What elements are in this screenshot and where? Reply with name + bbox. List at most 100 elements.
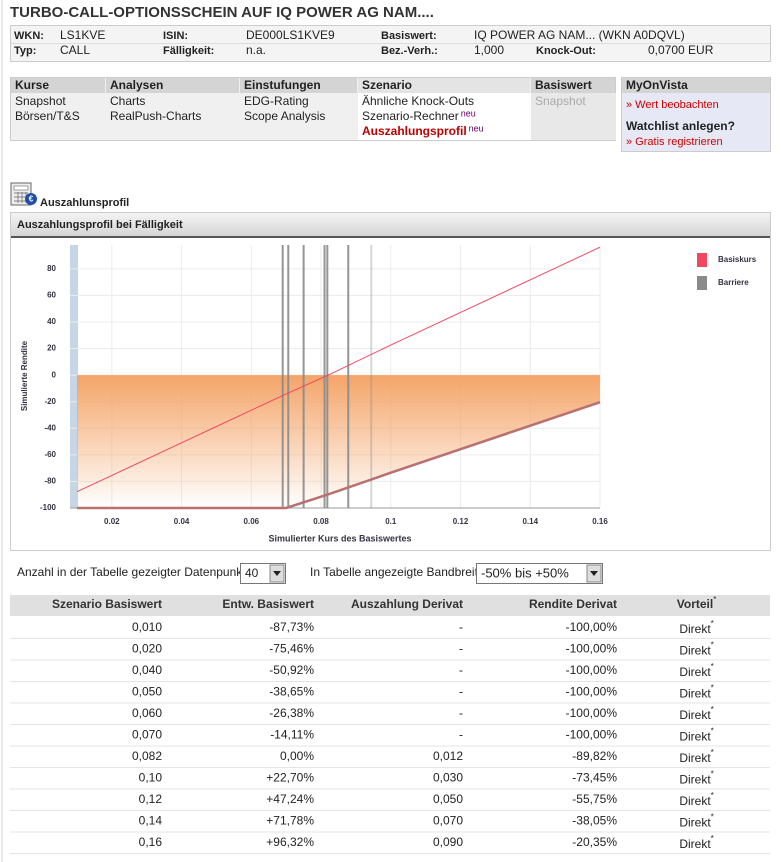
table-cell: -38,65% [269, 684, 314, 698]
calculator-icon: € [10, 182, 37, 206]
myonvista-title: MyOnVista [626, 78, 688, 92]
nav-header [106, 78, 239, 93]
table-cell: -100,00% [566, 706, 618, 720]
nav-link[interactable]: Szenario-Rechner [362, 109, 459, 123]
note-mark: * [711, 812, 714, 821]
info-value: IQ POWER AG NAM... (WKN A0DQVL) [474, 28, 685, 42]
note-mark: * [711, 726, 714, 735]
nav-header [240, 78, 357, 93]
nav-title: Szenario [362, 78, 412, 92]
note-mark: * [711, 619, 714, 628]
nav-title: Kurse [15, 78, 49, 92]
table-header [10, 595, 770, 616]
info-label: Fälligkeit: [163, 45, 214, 57]
series-line [76, 246, 601, 493]
column-header: Rendite Derivat [529, 597, 617, 611]
x-tick-label: 0.06 [244, 517, 260, 526]
info-value: n.a. [246, 43, 266, 57]
table-cell: -26,38% [269, 706, 314, 720]
table-cell: +96,32% [266, 835, 314, 849]
table-cell: Direkt [679, 686, 711, 700]
table-cell: -100,00% [566, 641, 618, 655]
table-cell: -20,35% [572, 835, 617, 849]
table-cell: 0,040 [132, 663, 162, 677]
nav-link[interactable]: Ähnliche Knock-Outs [362, 94, 474, 108]
nav-column [11, 93, 106, 140]
table-cell: Direkt [679, 643, 711, 657]
x-tick-label: 0.04 [174, 517, 190, 526]
info-value: LS1KVE [60, 28, 105, 42]
info-value: DE000LS1KVE9 [246, 28, 335, 42]
table-cell: Direkt [679, 837, 711, 851]
myonvista-header [622, 78, 770, 93]
column-header: Auszahlung Derivat [351, 597, 463, 611]
x-axis-label: Simulierter Kurs des Basiswertes [268, 533, 411, 543]
nav-title: Einstufungen [244, 78, 321, 92]
watch-link[interactable]: » Wert beobachten [626, 99, 719, 111]
nav-column [106, 93, 240, 140]
legend-swatch [697, 253, 707, 267]
nav-link[interactable]: RealPush-Charts [110, 109, 201, 123]
table-cell: 0,090 [433, 835, 463, 849]
info-value: CALL [60, 43, 90, 57]
register-link[interactable]: » Gratis registrieren [626, 136, 723, 148]
info-label: Typ: [14, 45, 36, 57]
table-cell: 0,10 [139, 770, 163, 784]
legend-swatch [697, 276, 707, 290]
table-cell: -100,00% [566, 620, 618, 634]
table-cell: Direkt [679, 729, 711, 743]
series-line [76, 401, 601, 510]
y-tick-label: -60 [44, 450, 56, 459]
nav-link[interactable]: Auszahlungsprofil [362, 124, 467, 138]
x-tick-label: 0.02 [104, 517, 120, 526]
table-cell: 0,050 [433, 792, 463, 806]
new-badge: neu [461, 108, 476, 118]
page-title: TURBO-CALL-OPTIONSSCHEIN AUF IQ POWER AG… [10, 4, 434, 21]
info-label: WKN: [14, 30, 44, 42]
table-cell: - [459, 706, 463, 720]
table-cell: 0,16 [139, 835, 163, 849]
select-arrow-icon [590, 571, 598, 576]
note-mark: * [711, 662, 714, 671]
table-cell: -55,75% [572, 792, 617, 806]
chart-title: Auszahlungsprofil bei Fälligkeit [17, 219, 183, 231]
table-cell: -100,00% [566, 727, 618, 741]
y-tick-label: 40 [47, 317, 56, 326]
table-cell: -100,00% [566, 684, 618, 698]
info-value: 1,000 [474, 43, 504, 57]
new-badge: neu [469, 123, 484, 133]
table-cell: Direkt [679, 794, 711, 808]
nav-link[interactable]: Charts [110, 94, 145, 108]
nav-link[interactable]: Scope Analysis [244, 109, 325, 123]
nav-link[interactable]: Börsen/T&S [15, 109, 80, 123]
legend-label: Barriere [718, 278, 749, 287]
nav-title: Basiswert [535, 78, 592, 92]
table-cell: +22,70% [266, 770, 314, 784]
note-mark: * [711, 769, 714, 778]
table-cell: +71,78% [266, 813, 314, 827]
info-label: Knock-Out: [536, 45, 596, 57]
note-mark: * [711, 748, 714, 757]
table-cell: -38,05% [572, 813, 617, 827]
band-select[interactable] [476, 563, 603, 584]
table-cell: 0,060 [132, 706, 162, 720]
table-cell: - [459, 641, 463, 655]
table-cell: 0,14 [139, 813, 163, 827]
table-cell: 0,012 [433, 749, 463, 763]
info-label: Basiswert: [381, 30, 437, 42]
nav-link[interactable]: Snapshot [15, 94, 66, 108]
y-tick-label: 80 [47, 264, 56, 273]
nav-header [358, 78, 530, 93]
nav-column [531, 93, 616, 140]
table-cell: 0,12 [139, 792, 163, 806]
nav-link[interactable]: EDG-Rating [244, 94, 309, 108]
table-cell: 0,070 [433, 813, 463, 827]
column-header: Entw. Basiswert [222, 597, 314, 611]
nav-header [531, 78, 615, 93]
select-arrow-icon [273, 571, 281, 576]
y-tick-label: 0 [52, 370, 57, 379]
table-cell: -73,45% [572, 770, 617, 784]
legend-label: Basiskurs [718, 255, 757, 264]
nav-column [240, 93, 358, 140]
table-cell: -50,92% [269, 663, 314, 677]
